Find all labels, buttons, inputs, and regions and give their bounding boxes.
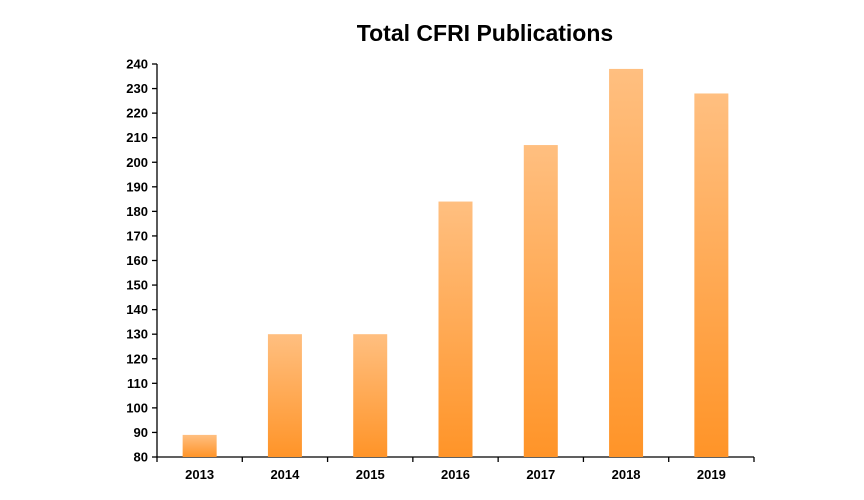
y-tick-label: 130 [126, 327, 148, 342]
x-tick-label: 2016 [441, 467, 470, 482]
y-tick-label: 80 [134, 450, 148, 465]
bar-2019 [694, 93, 729, 457]
y-axis: 80 90 100 110 120 130 140 150 160 170 180 190 200 210… [126, 57, 158, 465]
bar-2015 [353, 334, 388, 457]
y-tick-label: 210 [126, 130, 148, 145]
y-tick-label: 120 [126, 351, 148, 366]
bar-2013 [182, 434, 217, 457]
y-tick-label: 110 [127, 376, 148, 391]
x-axis: 2013 2014 2015 2016 2017 2018 2019 [156, 456, 755, 482]
bar-2018 [609, 68, 644, 457]
x-tick-label: 2013 [185, 467, 214, 482]
x-tick-label: 2015 [356, 467, 385, 482]
bars [182, 68, 729, 457]
y-tick-label: 140 [126, 302, 148, 317]
x-tick-label: 2017 [526, 467, 555, 482]
y-tick-label: 90 [134, 425, 148, 440]
y-tick-label: 200 [126, 155, 148, 170]
chart-title: Total CFRI Publications [356, 20, 614, 46]
y-tick-label: 150 [126, 278, 148, 293]
y-tick-label: 170 [126, 228, 148, 243]
y-tick-label: 190 [126, 179, 148, 194]
y-tick-label: 180 [126, 204, 148, 219]
x-tick-label: 2018 [612, 467, 641, 482]
y-tick-label: 100 [126, 400, 148, 415]
x-tick-label: 2019 [697, 467, 726, 482]
bar-2014 [267, 334, 302, 457]
y-tick-label: 230 [126, 81, 148, 96]
y-tick-label: 240 [126, 57, 148, 72]
y-tick-label: 220 [126, 106, 148, 121]
bar-2017 [523, 145, 558, 457]
bar-2016 [438, 201, 473, 457]
y-tick-label: 160 [126, 253, 148, 268]
x-tick-label: 2014 [270, 467, 300, 482]
